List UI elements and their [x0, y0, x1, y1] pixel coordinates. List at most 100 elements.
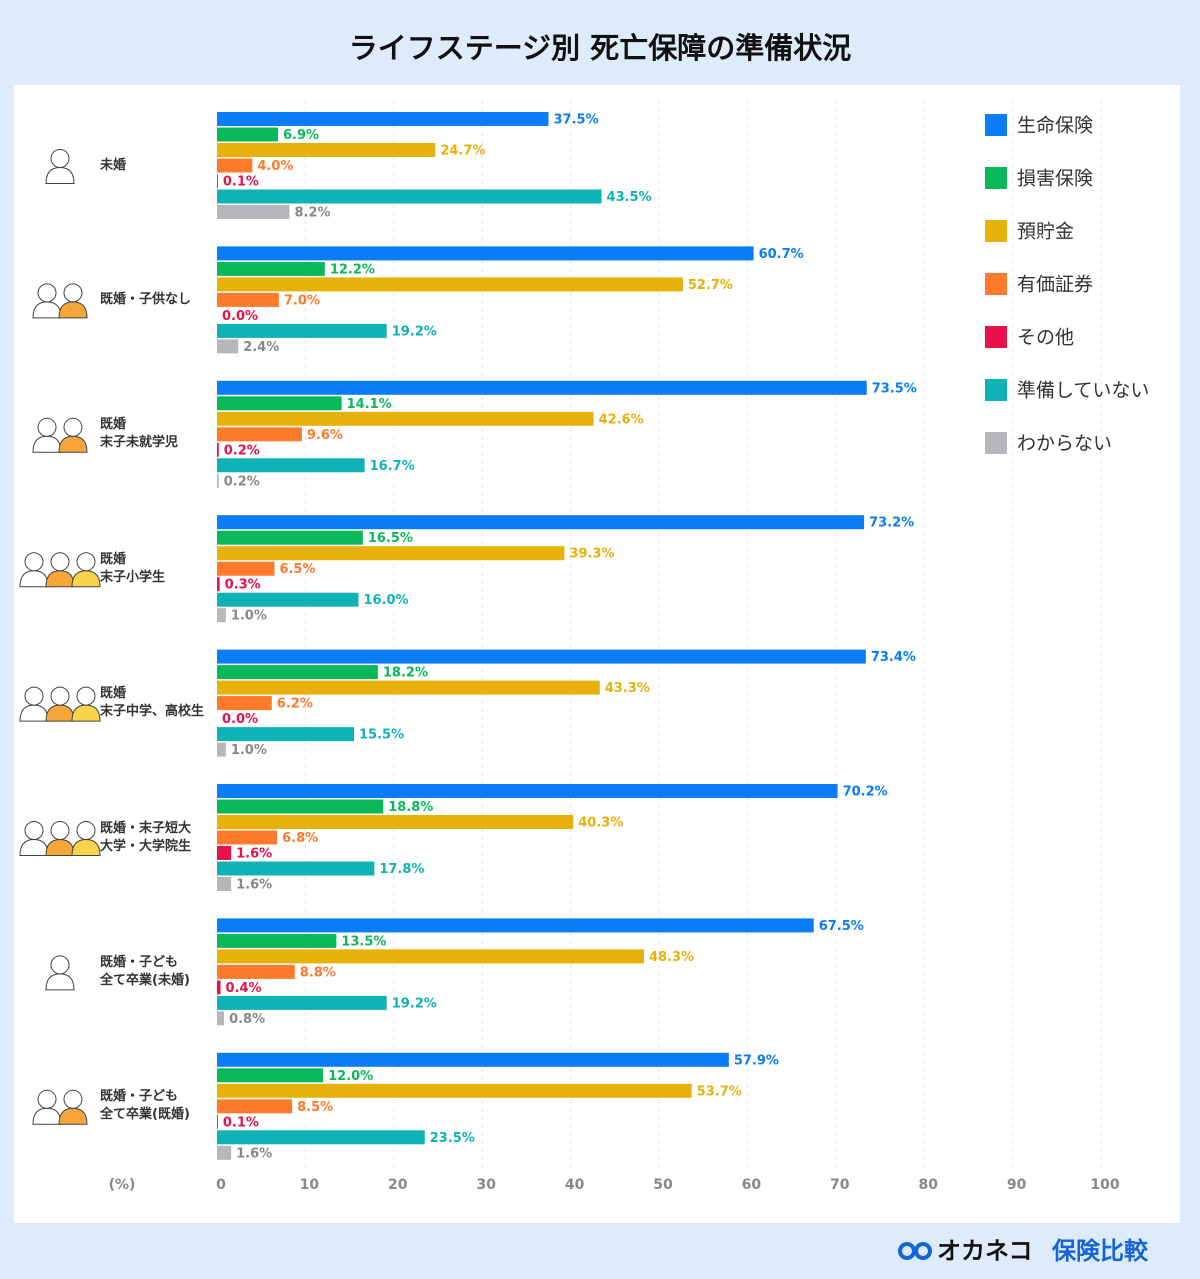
value-label: 0.1% — [223, 1115, 259, 1130]
person-icon — [37, 417, 57, 437]
person-icon — [63, 417, 83, 437]
bar — [217, 127, 278, 142]
value-label: 57.9% — [734, 1053, 779, 1068]
value-label: 1.0% — [231, 609, 267, 624]
value-label: 4.0% — [257, 159, 293, 174]
value-label: 19.2% — [392, 996, 437, 1011]
value-label: 39.3% — [569, 547, 614, 562]
person-icon — [50, 821, 70, 840]
value-label: 19.2% — [392, 324, 437, 339]
legend-label: その他 — [1017, 327, 1074, 349]
value-label: 0.0% — [222, 309, 258, 324]
person-icon — [24, 686, 44, 706]
bar — [217, 458, 365, 473]
value-label: 18.8% — [388, 800, 433, 815]
bar — [217, 442, 219, 457]
bar — [217, 680, 600, 695]
bar — [217, 815, 574, 829]
bar — [217, 1083, 692, 1098]
bar — [217, 949, 644, 964]
value-label: 15.5% — [359, 728, 404, 743]
bar — [217, 1099, 293, 1114]
value-label: 7.0% — [284, 293, 320, 308]
value-label: 53.7% — [697, 1084, 742, 1099]
value-label: 14.1% — [347, 397, 392, 412]
value-label: 1.0% — [231, 743, 267, 758]
value-label: 16.7% — [370, 459, 415, 474]
value-label: 37.5% — [554, 113, 599, 128]
bar — [217, 380, 867, 395]
legend-swatch — [985, 326, 1007, 348]
value-label: 0.4% — [226, 981, 262, 996]
bar — [217, 561, 275, 576]
value-label: 0.3% — [225, 578, 261, 593]
bar — [217, 995, 387, 1010]
value-label: 1.6% — [236, 1146, 272, 1161]
bar — [217, 608, 226, 623]
person-icon — [37, 283, 57, 303]
bar — [217, 143, 436, 157]
bar — [217, 577, 220, 592]
x-tick-label: 70 — [830, 1177, 850, 1193]
person-icon — [24, 552, 44, 572]
bar — [217, 261, 325, 276]
value-label: 6.2% — [277, 697, 313, 712]
value-label: 0.0% — [222, 712, 258, 727]
legend-swatch — [985, 220, 1007, 242]
legend-label: 預貯金 — [1017, 221, 1074, 243]
person-icon — [63, 283, 83, 303]
bar — [217, 1068, 324, 1083]
value-label: 0.2% — [224, 443, 260, 458]
value-label: 8.8% — [300, 965, 336, 980]
bar — [217, 473, 219, 488]
legend-swatch — [985, 379, 1007, 401]
brand: オカネコ — [937, 1237, 1033, 1265]
value-label: 13.5% — [341, 934, 386, 949]
category-label: 未婚 — [100, 157, 127, 173]
category-label: 既婚・末子短大 大学・大学院生 — [100, 820, 192, 854]
bar — [217, 799, 384, 814]
value-label: 73.5% — [872, 381, 917, 396]
legend-swatch — [985, 114, 1007, 136]
value-label: 6.8% — [282, 831, 318, 846]
bar — [217, 515, 865, 530]
category-label: 既婚 末子中学、高校生 — [100, 686, 205, 720]
x-tick-label: 30 — [476, 1177, 496, 1193]
value-label: 8.2% — [294, 206, 330, 221]
value-label: 67.5% — [819, 919, 864, 934]
x-tick-label: 90 — [1007, 1177, 1027, 1193]
bar — [217, 1114, 218, 1129]
bar — [217, 877, 232, 891]
legend-label: 生命保険 — [1017, 115, 1093, 137]
value-label: 12.0% — [328, 1069, 373, 1084]
person-icon — [76, 821, 96, 840]
person-icon — [37, 1089, 57, 1109]
bar — [217, 980, 221, 995]
value-label: 6.5% — [279, 562, 315, 577]
value-label: 17.8% — [379, 862, 424, 877]
x-tick-label: 50 — [653, 1177, 673, 1193]
value-label: 0.8% — [229, 1012, 265, 1027]
person-icon — [50, 552, 70, 572]
bar — [217, 205, 290, 219]
bar — [217, 292, 279, 307]
value-label: 1.6% — [236, 847, 272, 862]
value-label: 18.2% — [383, 666, 428, 681]
logo — [898, 1242, 932, 1260]
value-label: 48.3% — [649, 950, 694, 965]
x-tick-label: 40 — [565, 1177, 585, 1193]
value-label: 60.7% — [759, 247, 804, 262]
bar — [217, 174, 218, 188]
bar — [217, 964, 295, 979]
value-label: 6.9% — [283, 128, 319, 143]
value-label: 42.6% — [599, 412, 644, 427]
bar — [217, 846, 232, 860]
category-label: 既婚・子供なし — [100, 291, 192, 307]
bar — [217, 727, 355, 742]
bar — [217, 411, 594, 426]
bar — [217, 861, 375, 876]
value-label: 73.2% — [869, 516, 914, 531]
value-label: 70.2% — [843, 785, 888, 800]
person-icon — [50, 149, 70, 168]
